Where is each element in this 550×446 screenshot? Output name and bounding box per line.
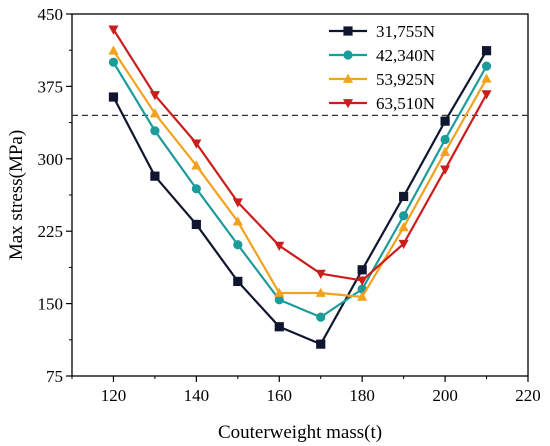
data-point-series-4 — [315, 269, 326, 279]
legend-label-3: 53,925N — [376, 70, 435, 89]
x-axis-title: Couterweight mass(t) — [218, 422, 382, 443]
legend-label-2: 42,340N — [376, 46, 435, 65]
data-point-series-3 — [440, 146, 451, 156]
series-line-3 — [112, 50, 488, 298]
y-tick-label: 375 — [38, 77, 64, 96]
data-point-series-3 — [232, 216, 243, 226]
legend-marker-4 — [342, 99, 354, 109]
data-point-series-1 — [440, 116, 450, 126]
data-point-series-4 — [398, 239, 409, 250]
data-point-series-4 — [481, 90, 492, 100]
x-tick-label: 160 — [267, 386, 293, 405]
data-point-series-3 — [398, 222, 409, 232]
data-point-series-2 — [481, 61, 492, 71]
y-tick-label: 150 — [38, 295, 64, 314]
data-point-series-1 — [274, 322, 284, 332]
x-tick-label: 120 — [101, 386, 127, 405]
series-line-2 — [112, 61, 488, 319]
data-point-series-4 — [191, 139, 202, 149]
data-point-series-1 — [150, 171, 160, 181]
data-point-series-1 — [399, 191, 409, 202]
series-line-1 — [112, 50, 488, 346]
data-point-series-1 — [108, 92, 119, 102]
legend-marker-2 — [343, 50, 353, 60]
data-point-series-3 — [315, 287, 326, 297]
legend-label-1: 31,755N — [376, 22, 435, 41]
data-point-series-1 — [481, 46, 492, 56]
data-point-series-4 — [108, 25, 119, 35]
data-point-series-3 — [274, 287, 285, 297]
data-point-series-3 — [357, 291, 368, 301]
data-point-series-4 — [357, 276, 368, 286]
plot-frame — [71, 13, 529, 377]
series-line-4 — [112, 28, 488, 282]
data-point-series-2 — [440, 134, 450, 145]
data-point-series-2 — [108, 57, 119, 67]
y-tick-label: 75 — [46, 367, 63, 386]
data-point-series-4 — [440, 165, 451, 175]
data-point-series-4 — [232, 198, 243, 208]
legend-label-4: 63,510N — [376, 94, 435, 113]
data-point-series-1 — [316, 339, 326, 349]
x-tick-label: 200 — [432, 386, 458, 405]
data-point-series-1 — [191, 219, 201, 230]
y-tick-label: 450 — [38, 5, 64, 24]
data-point-series-1 — [233, 276, 243, 286]
data-point-series-3 — [481, 73, 492, 83]
legend-marker-1 — [343, 26, 353, 36]
data-point-series-3 — [108, 45, 119, 55]
data-point-series-2 — [316, 312, 326, 322]
data-point-series-2 — [191, 184, 201, 194]
y-tick-label: 225 — [38, 222, 64, 241]
x-tick-label: 220 — [515, 386, 541, 405]
x-tick-label: 180 — [349, 386, 375, 405]
data-point-series-2 — [274, 295, 284, 305]
data-point-series-4 — [274, 241, 285, 251]
data-point-series-2 — [150, 126, 160, 136]
data-point-series-3 — [149, 108, 160, 118]
data-point-series-1 — [357, 265, 367, 275]
x-tick-label: 140 — [184, 386, 210, 405]
data-point-series-4 — [149, 91, 160, 101]
legend-marker-3 — [342, 73, 354, 83]
data-point-series-2 — [233, 240, 243, 250]
y-axis-title: Max stress(MPa) — [6, 130, 27, 260]
y-tick-label: 300 — [38, 150, 64, 169]
data-point-series-2 — [399, 211, 409, 221]
data-point-series-3 — [191, 160, 202, 170]
